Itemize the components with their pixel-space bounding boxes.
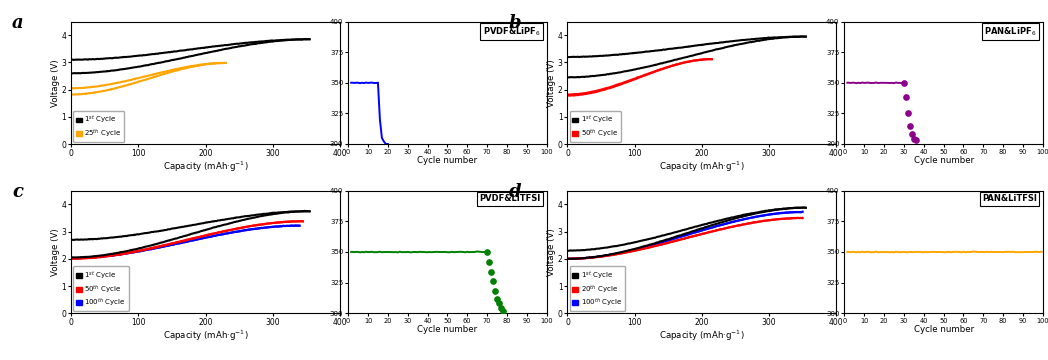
Text: d: d bbox=[508, 184, 521, 202]
Text: PVDF&LiTFSI: PVDF&LiTFSI bbox=[479, 194, 541, 203]
Y-axis label: Voltage (V): Voltage (V) bbox=[51, 228, 60, 276]
Text: a: a bbox=[13, 14, 24, 32]
X-axis label: Capacity (mAh·g$^{-1}$): Capacity (mAh·g$^{-1}$) bbox=[659, 159, 744, 174]
Y-axis label: Voltage (V): Voltage (V) bbox=[51, 59, 60, 107]
Legend: 1$^{st}$ Cycle, 20$^{th}$ Cycle, 100$^{th}$ Cycle: 1$^{st}$ Cycle, 20$^{th}$ Cycle, 100$^{t… bbox=[569, 266, 625, 311]
Text: PAN&LiPF$_6$: PAN&LiPF$_6$ bbox=[984, 25, 1036, 38]
Legend: 1$^{st}$ Cycle, 25$^{th}$ Cycle: 1$^{st}$ Cycle, 25$^{th}$ Cycle bbox=[73, 111, 125, 142]
X-axis label: Cycle number: Cycle number bbox=[914, 156, 974, 165]
X-axis label: Capacity (mAh·g$^{-1}$): Capacity (mAh·g$^{-1}$) bbox=[162, 328, 248, 343]
X-axis label: Cycle number: Cycle number bbox=[417, 325, 478, 334]
Text: PVDF&LiPF$_6$: PVDF&LiPF$_6$ bbox=[482, 25, 541, 38]
X-axis label: Capacity (mAh·g$^{-1}$): Capacity (mAh·g$^{-1}$) bbox=[659, 328, 744, 343]
Legend: 1$^{st}$ Cycle, 50$^{th}$ Cycle, 100$^{th}$ Cycle: 1$^{st}$ Cycle, 50$^{th}$ Cycle, 100$^{t… bbox=[73, 266, 129, 311]
Y-axis label: Voltage (V): Voltage (V) bbox=[547, 228, 556, 276]
X-axis label: Cycle number: Cycle number bbox=[417, 156, 478, 165]
Text: c: c bbox=[13, 184, 23, 202]
X-axis label: Capacity (mAh·g$^{-1}$): Capacity (mAh·g$^{-1}$) bbox=[162, 159, 248, 174]
Text: PAN&LiTFSI: PAN&LiTFSI bbox=[982, 194, 1036, 203]
Legend: 1$^{st}$ Cycle, 50$^{th}$ Cycle: 1$^{st}$ Cycle, 50$^{th}$ Cycle bbox=[569, 111, 620, 142]
Y-axis label: Voltage (V): Voltage (V) bbox=[547, 59, 556, 107]
X-axis label: Cycle number: Cycle number bbox=[914, 325, 974, 334]
Text: b: b bbox=[508, 14, 521, 32]
